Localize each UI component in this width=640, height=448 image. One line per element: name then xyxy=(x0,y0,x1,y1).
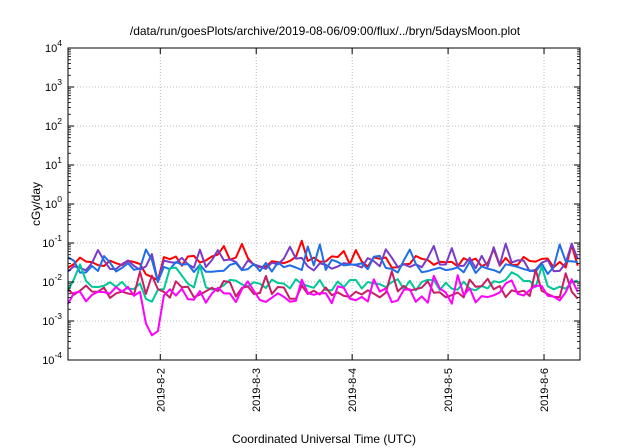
y-tick-label: 10-4 xyxy=(42,350,62,367)
series-line xyxy=(67,263,578,303)
series-group xyxy=(67,239,579,337)
chart-title: /data/run/goesPlots/archive/2019-08-06/0… xyxy=(130,24,521,38)
x-axis-label: Coordinated Universal Time (UTC) xyxy=(232,432,416,446)
y-tick-label: 104 xyxy=(45,38,62,55)
x-tick-label: 2019-8-6 xyxy=(539,368,551,412)
x-tick-label: 2019-8-3 xyxy=(251,368,263,412)
y-tick-label: 103 xyxy=(45,77,62,94)
x-axis-ticks: 2019-8-2 2019-8-3 2019-8-4 2019-8-5 2019-8-6 xyxy=(155,48,551,412)
x-tick-label: 2019-8-4 xyxy=(347,368,359,412)
plot-frame xyxy=(67,47,581,361)
series-line xyxy=(67,268,579,300)
series-line xyxy=(67,242,579,283)
y-axis-label: cGy/day xyxy=(29,182,43,226)
y-tick-label: 102 xyxy=(45,116,62,133)
x-tick-label: 2019-8-5 xyxy=(443,368,455,412)
y-tick-label: 10-2 xyxy=(42,272,62,289)
y-tick-label: 10-1 xyxy=(42,233,62,250)
series-line xyxy=(67,243,578,283)
y-tick-label: 101 xyxy=(45,155,62,172)
x-tick-label: 2019-8-2 xyxy=(155,368,167,412)
y-tick-label: 10-3 xyxy=(42,311,62,328)
y-tick-label: 100 xyxy=(45,194,62,211)
series-line xyxy=(67,274,579,337)
